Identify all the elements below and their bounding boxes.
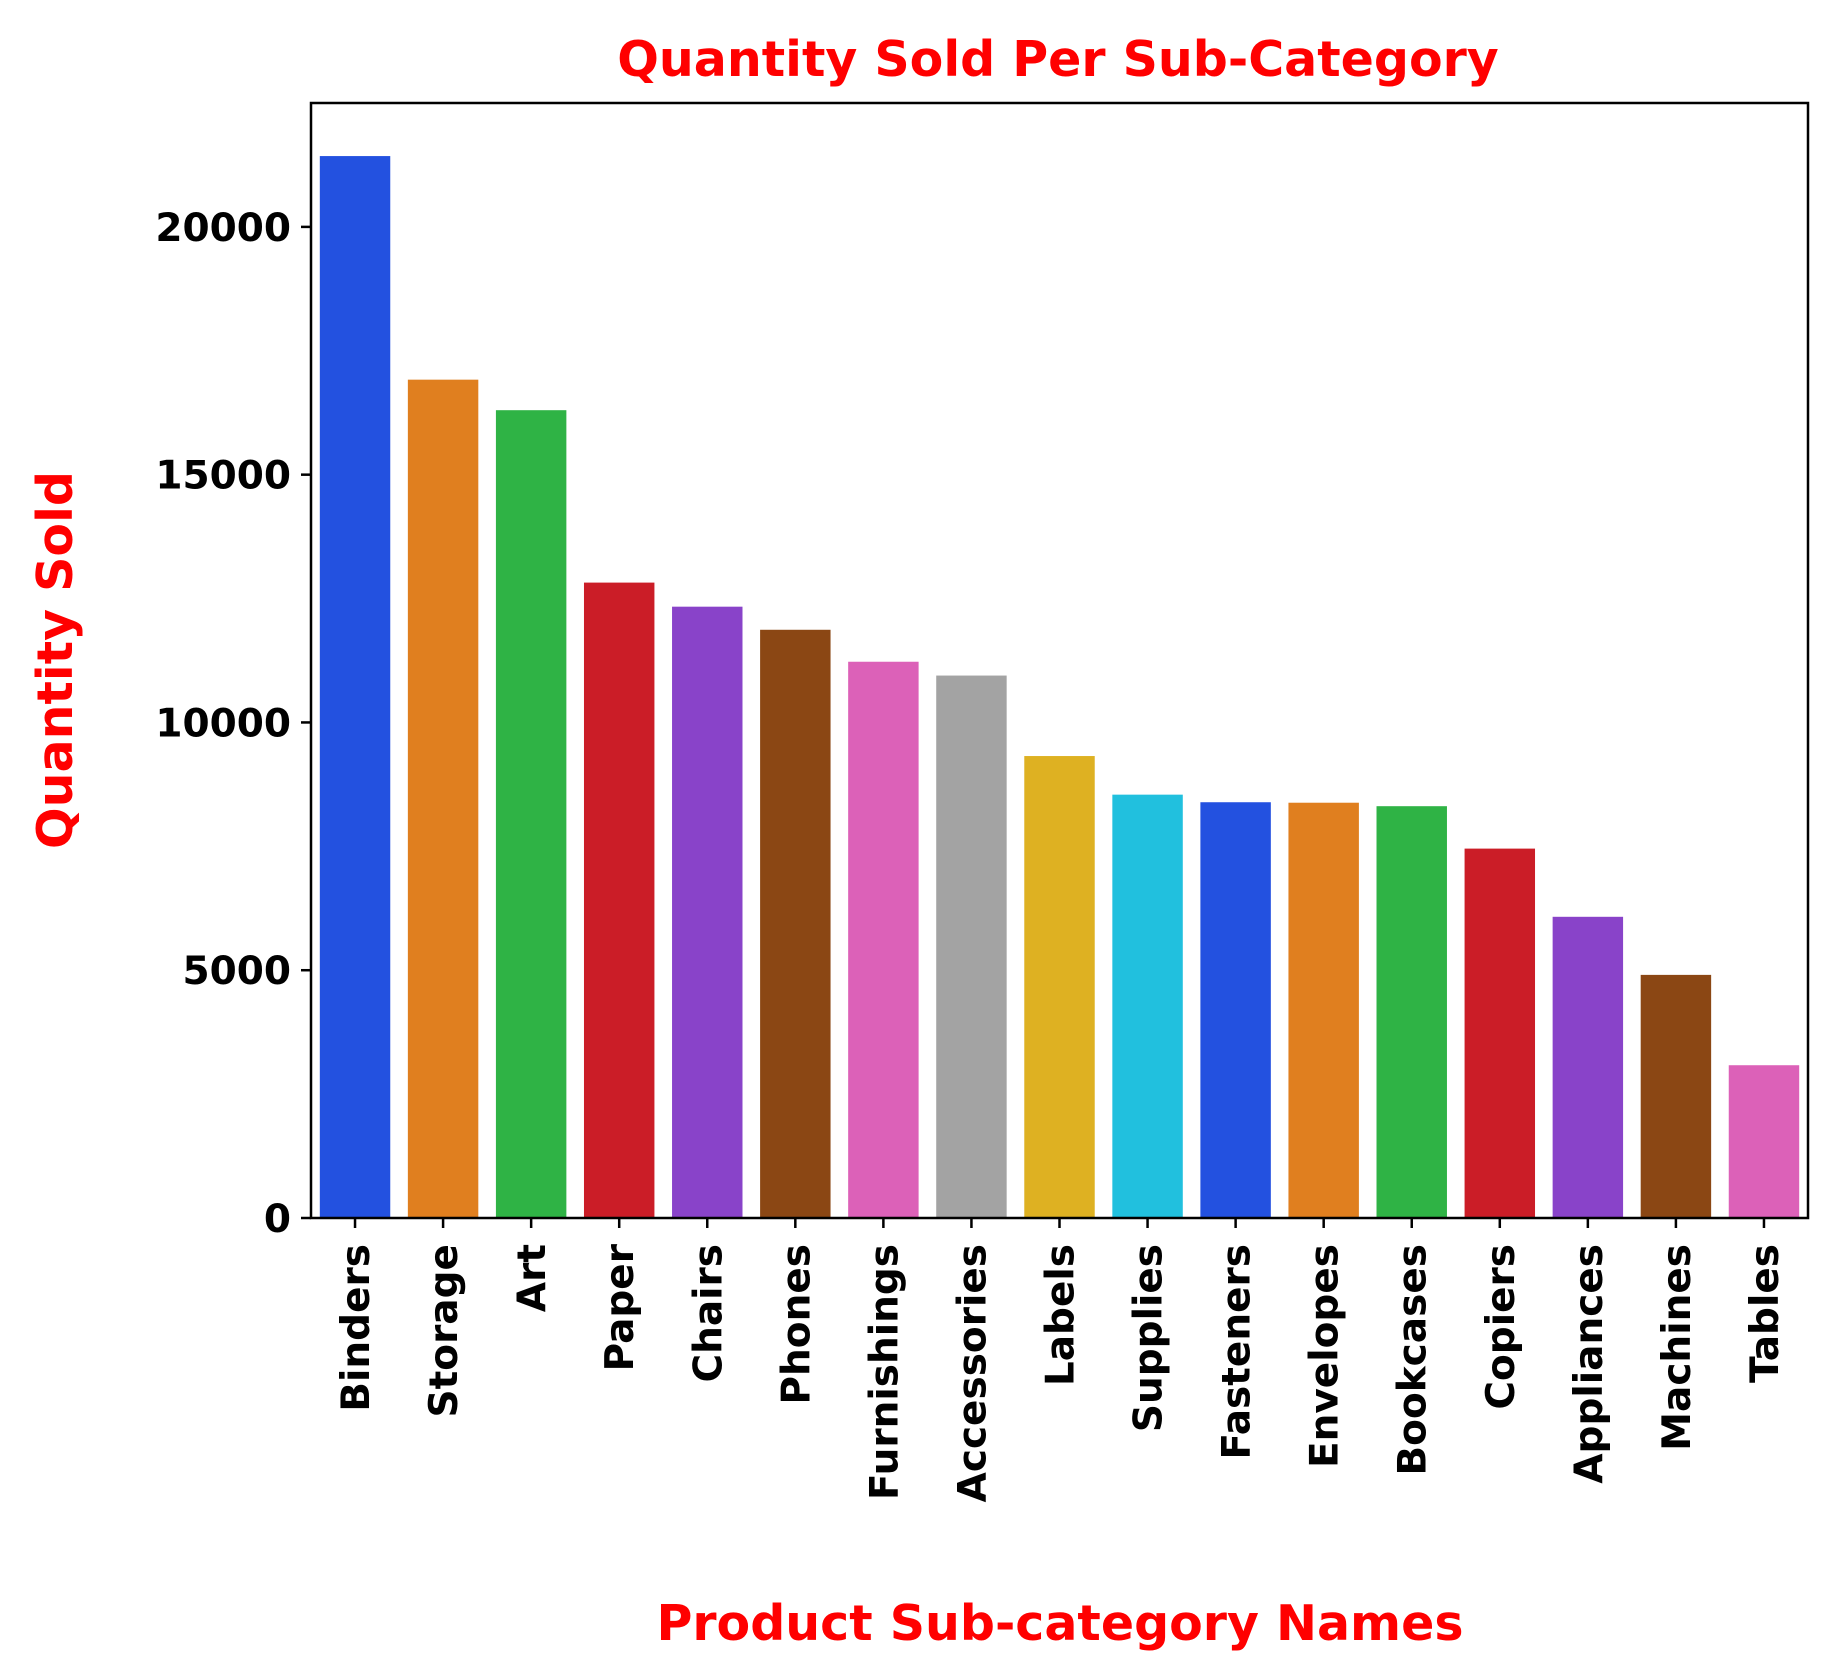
- x-tick-label-furnishings: Furnishings: [862, 1244, 907, 1500]
- bar-copiers: [1464, 848, 1536, 1218]
- x-tick-label-supplies: Supplies: [1127, 1244, 1172, 1432]
- x-tick-label-phones: Phones: [774, 1244, 819, 1405]
- x-axis-title: Product Sub-category Names: [656, 1595, 1463, 1652]
- x-tick-label-envelopes: Envelopes: [1303, 1244, 1348, 1468]
- x-tick-label-storage: Storage: [422, 1244, 467, 1417]
- bar-phones: [760, 629, 831, 1218]
- bar-appliances: [1552, 916, 1624, 1218]
- bar-machines: [1640, 974, 1712, 1218]
- bar-art: [495, 410, 567, 1218]
- x-tick-label-copiers: Copiers: [1479, 1244, 1524, 1410]
- x-tick-label-accessories: Accessories: [950, 1244, 995, 1502]
- bar-binders: [319, 156, 391, 1218]
- x-tick-label-chairs: Chairs: [686, 1244, 731, 1383]
- bar-chairs: [672, 606, 743, 1218]
- y-axis-ticks: 0 5000 10000 15000 20000: [155, 206, 311, 1242]
- y-tick-label-0: 0: [264, 1197, 291, 1242]
- x-tick-label-bookcases: Bookcases: [1391, 1244, 1436, 1476]
- y-tick-label-10000: 10000: [155, 701, 291, 746]
- y-tick-label-20000: 20000: [155, 206, 291, 251]
- x-tick-label-art: Art: [510, 1244, 555, 1312]
- x-tick-label-paper: Paper: [598, 1243, 643, 1371]
- bar-paper: [583, 582, 655, 1218]
- plot-area: [319, 156, 1800, 1218]
- bar-fasteners: [1200, 802, 1271, 1218]
- x-tick-label-appliances: Appliances: [1567, 1244, 1612, 1484]
- bar-bookcases: [1376, 806, 1447, 1218]
- x-tick-label-tables: Tables: [1743, 1244, 1788, 1383]
- y-tick-label-5000: 5000: [182, 949, 291, 994]
- y-axis-title: Quantity Sold: [27, 471, 84, 849]
- x-tick-label-fasteners: Fasteners: [1215, 1244, 1260, 1460]
- x-tick-label-labels: Labels: [1039, 1244, 1084, 1386]
- bar-storage: [407, 379, 479, 1218]
- chart-title: Quantity Sold Per Sub-Category: [617, 31, 1499, 88]
- bar-supplies: [1112, 794, 1183, 1218]
- x-tick-label-machines: Machines: [1655, 1244, 1700, 1451]
- bar-accessories: [936, 675, 1007, 1218]
- bar-labels: [1024, 756, 1095, 1218]
- bar-furnishings: [848, 661, 919, 1218]
- plot-frame: [309, 101, 1810, 1220]
- y-tick-label-15000: 15000: [155, 454, 291, 499]
- x-tick-label-binders: Binders: [334, 1244, 379, 1412]
- bar-envelopes: [1288, 802, 1359, 1218]
- bar-tables: [1728, 1065, 1800, 1218]
- x-axis-ticks: Binders Storage Art Paper Chairs Phones Furnis…: [334, 1218, 1788, 1502]
